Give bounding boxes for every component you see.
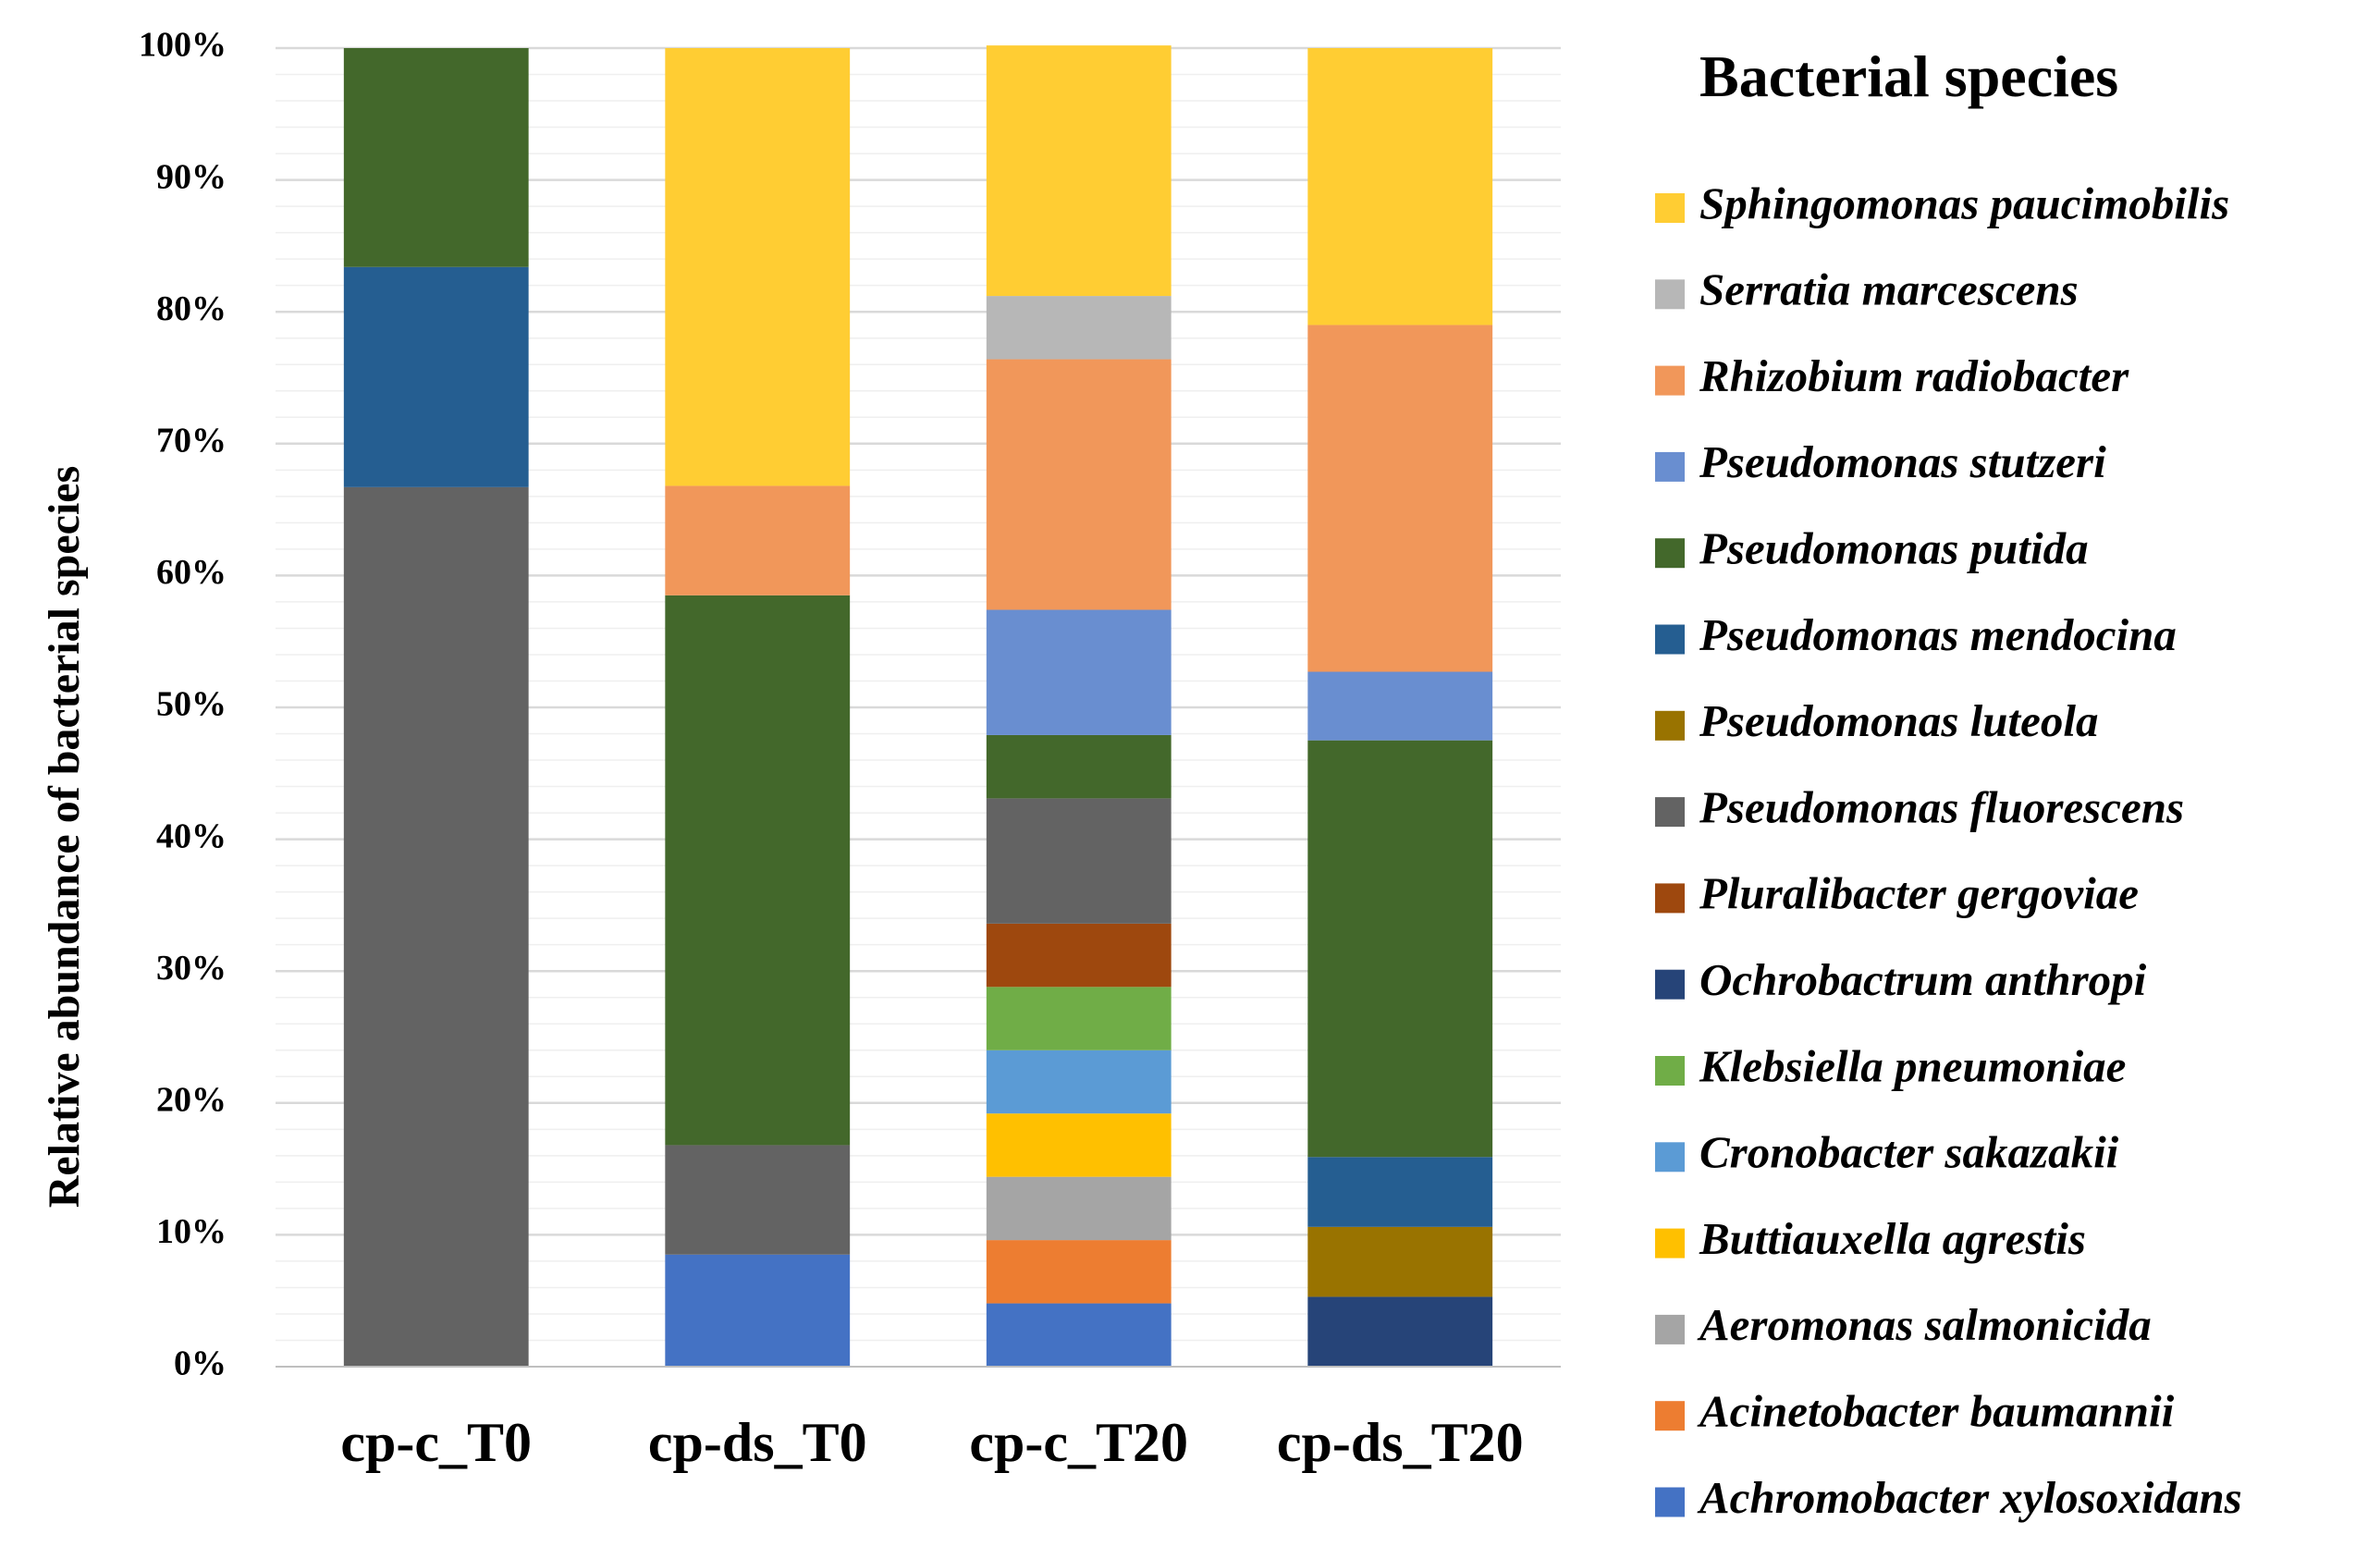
bar-segment-pseudomonas-luteola [1307, 1226, 1493, 1297]
bar-segment-rhizobium-radiobacter [665, 485, 851, 595]
y-tick-label: 0% [174, 1344, 227, 1383]
legend-label: Pseudomonas stutzeri [1699, 436, 2106, 487]
y-axis-label: Relative abundance of bacterial species [40, 466, 89, 1209]
bar-segment-pseudomonas-putida [986, 734, 1172, 799]
bar-segment-pseudomonas-stutzeri [1307, 671, 1493, 741]
y-tick-label: 60% [156, 553, 227, 592]
legend-label: Pseudomonas mendocina [1699, 609, 2177, 660]
bars [343, 45, 1493, 1367]
legend-label: Cronobacter sakazakii [1699, 1127, 2119, 1178]
bar-segment-pseudomonas-putida [1307, 740, 1493, 1158]
x-tick-labels: cp-c_T0 cp-ds_T0 cp-c_T20 cp-ds_T20 [340, 1412, 1523, 1473]
bar-segment-pseudomonas-mendocina [343, 266, 529, 487]
y-tick-label: 40% [156, 816, 227, 855]
legend-swatch [1655, 451, 1685, 482]
legend-swatch [1655, 797, 1685, 828]
bar-segment-serratia-marcescens [986, 296, 1172, 360]
legend-swatch [1655, 1314, 1685, 1344]
bar-segment-rhizobium-radiobacter [1307, 325, 1493, 672]
bar-segment-pseudomonas-fluorescens [343, 486, 529, 1367]
legend-label: Rhizobium radiobacter [1699, 350, 2129, 401]
legend-label: Acinetobacter baumannii [1697, 1385, 2175, 1436]
legend-swatch [1655, 883, 1685, 914]
bar-segment-pseudomonas-stutzeri [986, 609, 1172, 735]
bar-segment-pluralibacter-gergoviae [986, 923, 1172, 988]
y-tick-label: 50% [156, 685, 227, 724]
y-tick-label: 80% [156, 289, 227, 328]
legend-swatch [1655, 710, 1685, 741]
legend-swatch [1655, 279, 1685, 310]
bar-segment-klebsiella-pneumoniae [986, 987, 1172, 1050]
legend: Sphingomonas paucimobilis Serratia marces… [1655, 178, 2242, 1523]
bar-segment-cronobacter-sakazakii [986, 1050, 1172, 1114]
legend-swatch [1655, 1142, 1685, 1172]
legend-swatch [1655, 365, 1685, 396]
bar-segment-acinetobacter-baumannii [986, 1240, 1172, 1304]
bar-segment-pseudomonas-mendocina [1307, 1157, 1493, 1227]
bar-segment-pseudomonas-fluorescens [986, 798, 1172, 924]
x-tick-label: cp-ds_T20 [1277, 1412, 1524, 1473]
bar-segment-aeromonas-salmonicida [986, 1176, 1172, 1241]
legend-swatch [1655, 538, 1685, 569]
legend-label: Klebsiella pneumoniae [1699, 1040, 2126, 1091]
x-tick-label: cp-c_T20 [969, 1412, 1188, 1473]
legend-label: Buttiauxella agrestis [1699, 1213, 2086, 1264]
legend-label: Pseudomonas putida [1699, 522, 2089, 573]
y-tick-label: 90% [156, 157, 227, 196]
legend-swatch [1655, 624, 1685, 655]
legend-swatch [1655, 1401, 1685, 1431]
bar-segment-pseudomonas-putida [343, 48, 529, 267]
y-tick-label: 10% [156, 1212, 227, 1251]
bar-segment-ochrobactrum-anthropi [1307, 1296, 1493, 1367]
legend-swatch [1655, 1228, 1685, 1258]
legend-label: Pluralibacter gergoviae [1699, 868, 2139, 919]
legend-label: Pseudomonas luteola [1699, 695, 2099, 746]
bar-segment-pseudomonas-putida [665, 595, 851, 1146]
y-tick-label: 100% [139, 26, 227, 65]
legend-label: Sphingomonas paucimobilis [1699, 178, 2229, 228]
bar-segment-pseudomonas-fluorescens [665, 1145, 851, 1255]
y-tick-label: 20% [156, 1081, 227, 1120]
legend-label: Serratia marcescens [1699, 264, 2079, 315]
bar-segment-sphingomonas-paucimobilis [665, 48, 851, 486]
bar-segment-achromobacter-xylosoxidans [665, 1254, 851, 1367]
legend-swatch [1655, 1487, 1685, 1517]
bar-segment-buttiauxella-agrestis [986, 1113, 1172, 1177]
bar-segment-sphingomonas-paucimobilis [986, 45, 1172, 297]
bar-segment-achromobacter-xylosoxidans [986, 1303, 1172, 1367]
bar-segment-sphingomonas-paucimobilis [1307, 48, 1493, 325]
legend-swatch [1655, 193, 1685, 223]
legend-swatch [1655, 969, 1685, 1000]
y-tick-label: 70% [156, 422, 227, 460]
legend-swatch [1655, 1056, 1685, 1086]
y-tick-labels: 0% 10% 20% 30% 40% 50% 60% 70% 80% 90% 100% [139, 26, 227, 1383]
legend-label: Pseudomonas fluorescens [1699, 781, 2184, 832]
x-tick-label: cp-ds_T0 [648, 1412, 867, 1473]
legend-label: Achromobacter xylosoxidans [1697, 1472, 2242, 1523]
y-tick-label: 30% [156, 949, 227, 988]
bar-segment-rhizobium-radiobacter [986, 359, 1172, 610]
legend-title: Bacterial species [1699, 43, 2118, 109]
x-tick-label: cp-c_T0 [340, 1412, 532, 1473]
legend-label: Ochrobactrum anthropi [1699, 954, 2147, 1005]
legend-label: Aeromonas salmonicida [1697, 1299, 2152, 1350]
